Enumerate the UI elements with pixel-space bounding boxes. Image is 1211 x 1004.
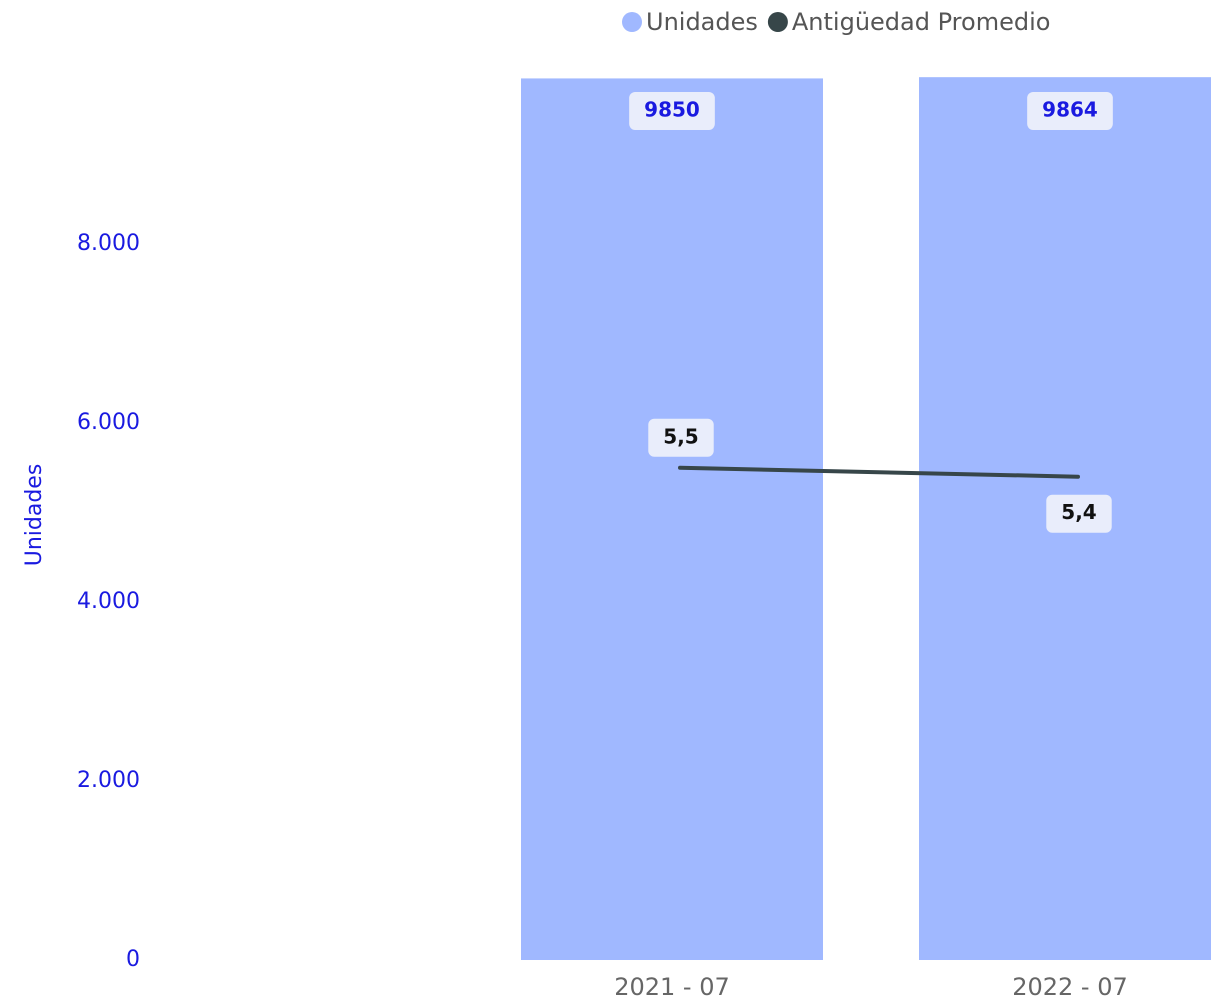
legend-marker — [622, 12, 642, 32]
legend-label: Unidades — [646, 8, 758, 36]
x-tick-label: 2022 - 07 — [1012, 973, 1128, 1001]
y-tick-label: 2.000 — [77, 768, 140, 793]
data-label: 9850 — [644, 98, 700, 122]
data-label-box — [1027, 92, 1113, 130]
y-tick-label: 4.000 — [77, 589, 140, 614]
legend-marker — [767, 12, 788, 32]
line — [678, 465, 1080, 479]
data-label: 9864 — [1042, 98, 1098, 122]
data-label-box — [629, 92, 715, 130]
y-tick-label: 0 — [126, 947, 140, 972]
legend-label: Antigüedad Promedio — [792, 8, 1051, 36]
data-label-box — [1046, 494, 1112, 533]
x-tick-label: 2021 - 07 — [614, 973, 730, 1001]
y-tick-label: 8.000 — [77, 231, 140, 256]
bar — [521, 78, 823, 961]
data-label-box — [648, 418, 714, 457]
data-label: 5,5 — [663, 424, 698, 448]
y-axis-label: Unidades — [22, 464, 47, 567]
y-tick-label: 6.000 — [77, 410, 140, 435]
data-label: 5,4 — [1061, 500, 1096, 524]
